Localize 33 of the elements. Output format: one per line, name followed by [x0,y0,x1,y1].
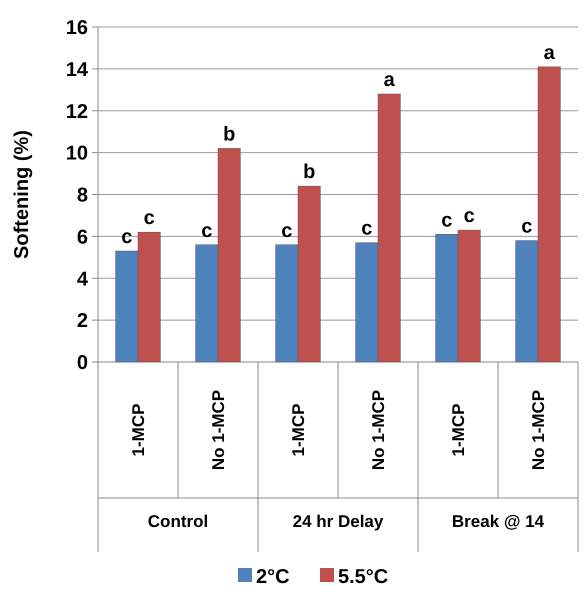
y-axis-title: Softening (%) [11,130,33,259]
data-label: b [223,123,236,146]
data-label: c [441,209,452,232]
x-tick-label: No 1-MCP [528,390,548,470]
y-tick-label: 2 [76,310,88,332]
data-label: c [361,218,372,240]
x-tick-label: 1-MCP [128,404,148,456]
x-tick-label: 1-MCP [448,404,468,456]
y-tick-label: 12 [66,100,88,123]
text: Control [148,512,208,531]
data-label: c [521,216,532,238]
y-tick-label: 8 [76,184,88,206]
data-label: c [121,226,132,248]
data-label: c [144,207,155,230]
y-tick-label: 4 [76,268,89,290]
x-tick-label: No 1-MCP [368,390,388,470]
x-tick-label: 1-MCP [288,404,308,456]
legend-label: 2°C [256,566,290,588]
y-tick-label: 6 [76,226,88,248]
data-label: a [544,42,556,64]
data-label: b [303,161,316,184]
x-tick-label: No 1-MCP [208,390,228,470]
y-tick-label: 0 [76,352,88,374]
text: Break @ 14 [452,512,545,531]
legend-label: 5.5°C [338,566,388,588]
y-tick-label: 10 [66,142,88,165]
data-label: c [201,220,212,242]
y-tick-label: 16 [66,17,88,39]
data-label: c [281,220,292,242]
data-label: c [464,205,475,228]
data-label: a [384,69,396,91]
y-tick-label: 14 [66,58,89,81]
text: 24 hr Delay [292,512,384,531]
